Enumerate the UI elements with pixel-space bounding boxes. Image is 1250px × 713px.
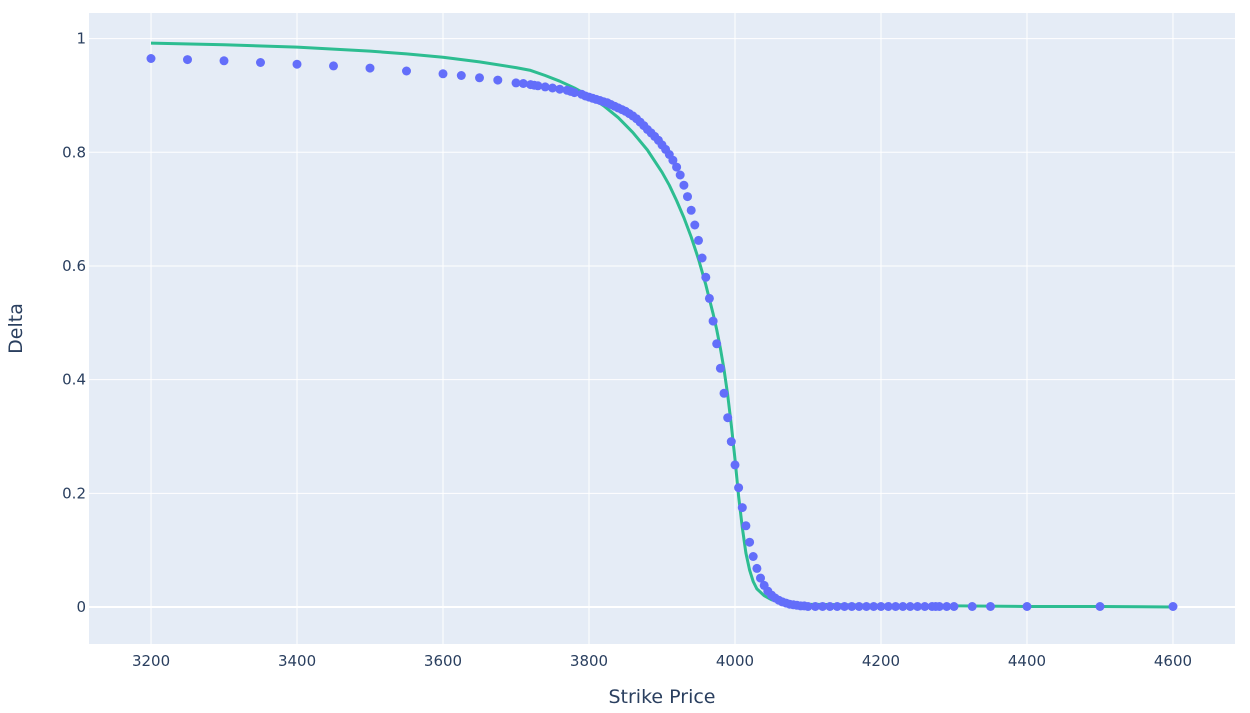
- scatter-points-layer: [146, 54, 1178, 611]
- data-point: [734, 483, 744, 493]
- data-point: [219, 56, 229, 66]
- data-point: [569, 88, 579, 98]
- data-point: [737, 503, 747, 513]
- x-tick-label: 4600: [1154, 652, 1192, 670]
- data-point: [883, 602, 893, 611]
- data-point: [832, 602, 842, 611]
- data-point: [540, 82, 550, 92]
- data-point: [905, 602, 915, 611]
- data-point: [402, 66, 411, 76]
- y-tick-label: 0.4: [62, 371, 86, 389]
- data-point: [803, 602, 813, 611]
- data-point: [752, 563, 762, 573]
- data-point: [967, 602, 977, 611]
- data-point: [715, 363, 725, 373]
- data-point: [329, 61, 338, 71]
- data-point: [840, 602, 849, 611]
- data-point: [869, 602, 879, 611]
- x-tick-label: 4200: [862, 652, 900, 670]
- data-point: [854, 602, 864, 611]
- data-point: [898, 602, 908, 611]
- data-point: [555, 84, 565, 94]
- data-point: [741, 521, 751, 531]
- data-point: [365, 63, 375, 73]
- data-point: [456, 71, 466, 80]
- y-tick-label: 0.2: [62, 484, 86, 502]
- data-point: [712, 339, 722, 349]
- data-point: [256, 58, 265, 67]
- data-point: [949, 602, 959, 611]
- plot-area: [89, 13, 1235, 644]
- data-point: [292, 59, 302, 69]
- data-point: [438, 69, 448, 79]
- data-point: [183, 55, 192, 65]
- data-point: [1022, 602, 1032, 611]
- data-point: [942, 602, 952, 611]
- data-point: [675, 170, 685, 180]
- data-point: [1095, 602, 1105, 611]
- data-point: [913, 602, 922, 611]
- data-point: [704, 293, 714, 303]
- x-tick-label: 3600: [424, 652, 462, 670]
- data-point: [146, 54, 156, 63]
- data-point: [861, 602, 871, 611]
- data-point: [697, 253, 707, 263]
- data-point: [708, 316, 718, 326]
- data-point: [493, 75, 503, 85]
- y-tick-label: 1: [76, 30, 86, 48]
- data-point: [694, 235, 703, 245]
- x-tick-label: 3800: [570, 652, 608, 670]
- data-point: [683, 192, 692, 202]
- data-point: [810, 602, 820, 611]
- data-point: [986, 602, 995, 611]
- x-axis-title: Strike Price: [608, 686, 715, 708]
- data-point: [726, 437, 736, 447]
- data-point: [686, 205, 696, 215]
- data-point: [825, 602, 835, 611]
- data-point: [511, 78, 521, 88]
- data-point: [548, 83, 557, 93]
- data-point: [672, 162, 682, 172]
- data-point: [876, 602, 886, 611]
- x-tick-label: 3200: [132, 652, 170, 670]
- data-point: [748, 552, 758, 561]
- tick-labels: 3200 3400 3600 3800 4000 4200 4400 4600 0 0.2 0.4 0…: [62, 30, 1192, 670]
- y-tick-label: 0: [76, 598, 86, 616]
- data-point: [891, 602, 901, 611]
- y-axis-title: Delta: [5, 303, 27, 354]
- data-point: [719, 388, 729, 398]
- data-point: [847, 602, 857, 611]
- x-tick-label: 4400: [1008, 652, 1046, 670]
- data-point: [934, 602, 944, 611]
- data-point: [1168, 602, 1178, 611]
- data-point: [723, 413, 733, 423]
- data-point: [679, 180, 689, 190]
- data-point: [745, 537, 755, 547]
- data-point: [668, 155, 678, 165]
- data-point: [701, 272, 711, 282]
- data-point: [730, 460, 740, 470]
- x-tick-label: 4000: [716, 652, 754, 670]
- y-tick-label: 0.6: [62, 257, 86, 275]
- data-point: [533, 81, 543, 91]
- data-point: [818, 602, 828, 611]
- y-tick-label: 0.8: [62, 143, 86, 161]
- x-tick-label: 3400: [278, 652, 316, 670]
- data-point: [756, 573, 765, 583]
- data-point: [475, 73, 484, 83]
- data-point: [518, 79, 528, 88]
- data-point: [690, 220, 700, 230]
- data-point: [920, 602, 930, 611]
